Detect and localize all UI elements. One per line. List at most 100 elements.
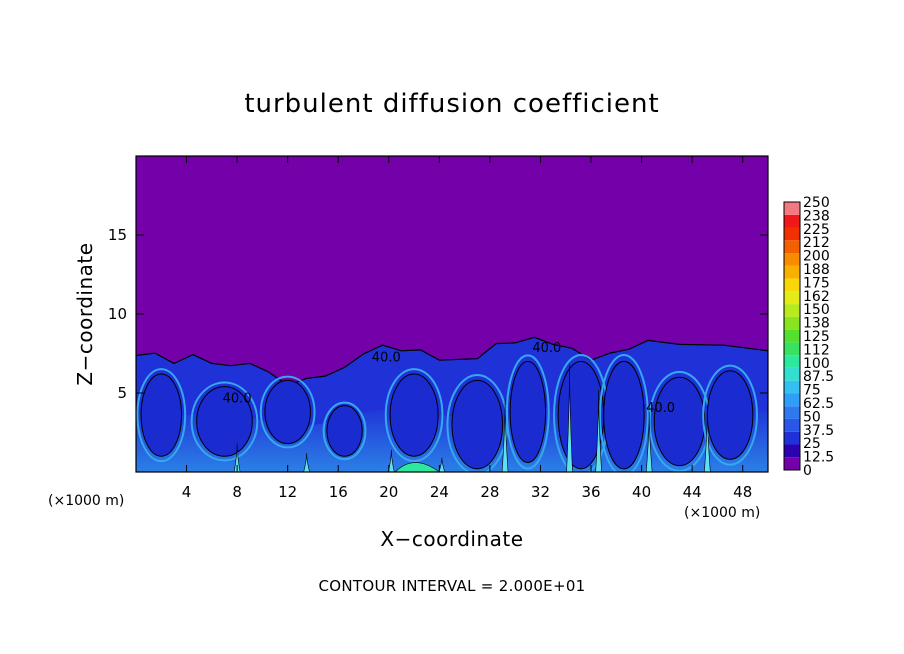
chart-title: turbulent diffusion coefficient	[244, 89, 659, 119]
updraft-jet	[303, 453, 310, 472]
colorbar-swatch	[784, 329, 800, 343]
y-axis-label: Z−coordinate	[73, 242, 97, 385]
colorbar-label: 50	[803, 409, 821, 425]
colorbar-swatch	[784, 418, 800, 432]
updraft-jet	[438, 457, 446, 472]
updraft-jet	[704, 405, 711, 472]
colorbar-swatch	[784, 202, 800, 215]
y-tick-label: 10	[108, 305, 127, 323]
colorbar-swatch	[784, 304, 800, 317]
colorbar-label: 87.5	[803, 369, 834, 385]
x-axis-label: X−coordinate	[380, 527, 523, 551]
colorbar-label: 25	[803, 436, 821, 452]
y-tick-label: 15	[108, 226, 127, 244]
x-tick-label: 12	[278, 483, 297, 501]
eddy-ring	[702, 364, 758, 466]
colorbar-swatch	[784, 444, 800, 458]
colorbar-label: 212	[803, 235, 830, 251]
colorbar-label: 188	[803, 262, 830, 278]
x-tick-label: 4	[182, 483, 192, 501]
x-axis-ticks: 4 8 12 16 20 24 28 32 36 40 44 48	[182, 156, 752, 501]
updraft-jet	[595, 389, 602, 472]
contour-label: 40.0	[372, 350, 401, 365]
updraft-jet	[388, 449, 395, 472]
colorbar-label: 0	[803, 463, 812, 479]
updraft-jets	[233, 364, 711, 472]
colorbar-swatch	[784, 393, 800, 407]
x-tick-label: 20	[379, 483, 398, 501]
eddy-cell	[140, 373, 183, 457]
contour-labels: 40.0 40.0 40.0 40.0	[223, 341, 675, 416]
colorbar-swatch	[784, 431, 800, 445]
contour-label: 40.0	[646, 401, 675, 416]
colorbar-swatch	[784, 380, 800, 394]
eddy-cell	[264, 379, 311, 445]
x-tick-label: 8	[232, 483, 242, 501]
updraft-jet	[233, 443, 241, 472]
contour-label: 40.0	[223, 391, 252, 406]
colorbar-swatch	[784, 355, 800, 368]
eddy-ring	[599, 353, 649, 472]
colorbar-swatch	[784, 457, 800, 470]
eddy-ring	[136, 368, 187, 463]
x-tick-label: 44	[683, 483, 702, 501]
colorbar-swatch	[784, 214, 800, 228]
eddy-cell	[196, 386, 253, 457]
x-tick-label: 40	[632, 483, 651, 501]
colorbar-swatch	[784, 291, 800, 305]
colorbar-swatch	[784, 367, 800, 381]
contour-label: 40.0	[532, 341, 561, 356]
eddy-cell	[451, 379, 504, 470]
colorbar-label: 175	[803, 275, 830, 291]
colorbar-label: 62.5	[803, 396, 834, 412]
colorbar-label: 250	[803, 195, 830, 211]
eddy-cell	[389, 373, 439, 457]
colorbar-label: 225	[803, 222, 830, 238]
x-tick-label: 28	[480, 483, 499, 501]
colorbar-label: 75	[803, 383, 821, 399]
updraft-jet	[645, 411, 653, 472]
colorbar-label: 37.5	[803, 423, 834, 439]
x-tick-label: 16	[329, 483, 348, 501]
colorbar-label: 238	[803, 208, 830, 224]
colorbar-label: 112	[803, 342, 830, 358]
colorbar-swatch	[784, 265, 800, 279]
eddy-cell	[326, 405, 363, 457]
eddy-cell	[653, 376, 706, 467]
colorbar-swatch	[784, 406, 800, 419]
colorbar: 012.52537.55062.57587.510011212513815016…	[783, 195, 834, 479]
colorbar-swatch	[784, 227, 800, 241]
colorbar-swatch	[784, 278, 800, 292]
colorbar-swatch	[784, 240, 800, 254]
x-tick-label: 32	[531, 483, 550, 501]
colorbar-label: 12.5	[803, 450, 834, 466]
x-tick-label: 24	[430, 483, 449, 501]
contour-interval-note: CONTOUR INTERVAL = 2.000E+01	[318, 577, 585, 595]
eddy-ring	[505, 354, 550, 470]
colorbar-label: 150	[803, 302, 830, 318]
eddy-ring	[259, 375, 316, 449]
colorbar-label: 200	[803, 249, 830, 265]
eddy-cell	[603, 360, 645, 470]
updraft-jet	[501, 399, 509, 472]
x-tick-label: 48	[733, 483, 752, 501]
plot-area: 40.040.040.040.0 4 8 12 16 20 24 28 32 36 40 44 48 …	[108, 155, 769, 501]
y-axis-ticks: 5 10 15	[108, 226, 768, 402]
colorbar-frame	[783, 201, 801, 471]
colorbar-swatch	[784, 253, 800, 266]
updraft-jet	[566, 364, 573, 472]
eddy-ring	[384, 368, 444, 463]
colorbar-label: 162	[803, 289, 830, 305]
colorbar-swatch	[784, 316, 800, 330]
colorbar-label: 125	[803, 329, 830, 345]
y-tick-label: 5	[117, 384, 127, 402]
eddy-cell	[706, 370, 754, 460]
eddy-cell	[509, 360, 547, 464]
colorbar-swatch	[784, 342, 800, 356]
x-unit-left: (×1000 m)	[48, 493, 124, 509]
x-unit-right: (×1000 m)	[684, 505, 760, 521]
eddy-ring	[190, 381, 259, 462]
x-tick-label: 36	[581, 483, 600, 501]
colorbar-label: 138	[803, 316, 830, 332]
